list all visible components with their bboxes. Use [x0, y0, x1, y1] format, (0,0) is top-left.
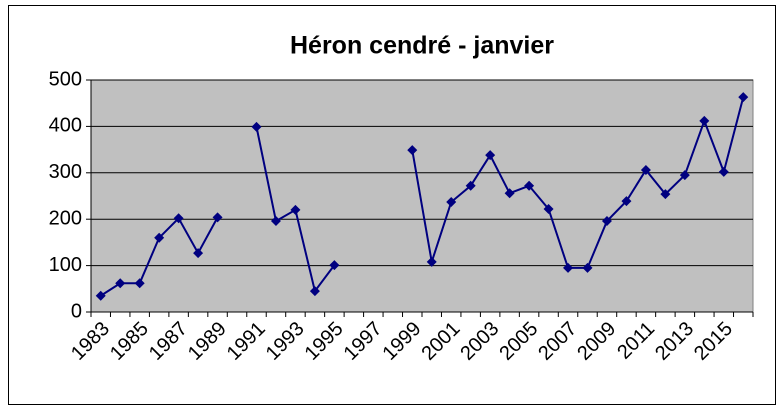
data-point	[134, 278, 145, 289]
y-tick-label: 500	[49, 68, 82, 90]
data-point	[446, 197, 457, 208]
data-point	[212, 212, 223, 223]
data-point	[290, 204, 301, 215]
data-point	[524, 180, 535, 191]
y-tick-label: 300	[49, 161, 82, 183]
data-point	[115, 278, 126, 289]
y-tick-label: 200	[49, 207, 82, 229]
data-point	[621, 196, 632, 207]
plot-area	[90, 79, 754, 313]
y-tick-label: 0	[71, 300, 82, 322]
data-point	[193, 248, 204, 259]
data-point	[485, 150, 496, 161]
data-point	[309, 286, 320, 297]
data-point	[407, 145, 418, 156]
data-point	[251, 121, 262, 132]
data-point	[329, 260, 340, 271]
data-point	[679, 170, 690, 181]
data-point	[543, 203, 554, 214]
data-point	[601, 216, 612, 227]
data-point	[426, 256, 437, 267]
data-point	[582, 262, 593, 273]
data-point	[173, 213, 184, 224]
data-point	[738, 92, 749, 103]
y-tick-label: 400	[49, 115, 82, 137]
chart-title: Héron cendré - janvier	[290, 32, 554, 60]
data-point	[563, 262, 574, 273]
data-point	[718, 166, 729, 177]
y-tick-label: 100	[49, 254, 82, 276]
data-point	[699, 115, 710, 126]
data-point	[640, 165, 651, 176]
data-point	[660, 189, 671, 200]
data-point	[154, 232, 165, 243]
data-point	[465, 180, 476, 191]
data-point	[95, 290, 106, 301]
data-point	[504, 188, 515, 199]
data-point	[270, 216, 281, 227]
